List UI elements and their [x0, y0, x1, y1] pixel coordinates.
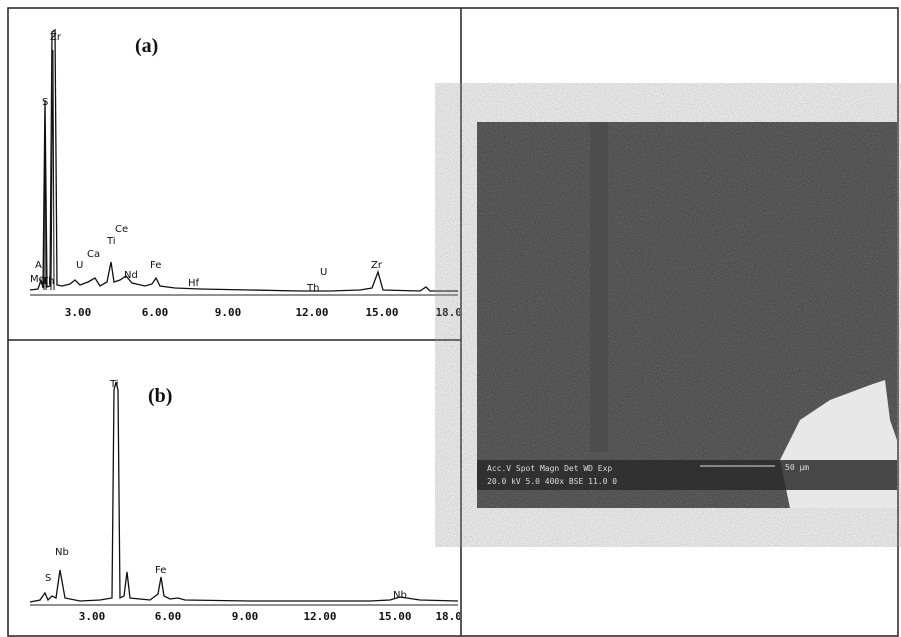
panel-a: (a) 3.00 6.00 9.00 12.00 15.00 18.00ZrSAlMgTh…	[29, 28, 468, 319]
scale-label: 50 μm	[785, 463, 809, 472]
x-tick-label: 9.00	[215, 306, 242, 319]
x-tick-label: 15.00	[378, 610, 411, 623]
sem-image: Acc.V Spot Magn Det WD Exp 20.0 kV 5.0 4…	[477, 122, 897, 508]
x-tick-label: 18.00	[435, 306, 468, 319]
x-tick-label: 3.00	[65, 306, 92, 319]
panel-b: (b) 3.00 6.00 9.00 12.00 15.00 18.00 Ti Nb S Fe Nb	[29, 379, 468, 623]
sem-streak	[590, 122, 608, 452]
sem-info-bar	[477, 460, 897, 490]
peak-label: S	[42, 97, 48, 108]
peak-label: Zr	[50, 32, 62, 43]
outer-border	[7, 7, 899, 637]
peak-label: Al	[35, 260, 45, 271]
peak-label: Ti	[109, 379, 119, 390]
peak-label: Nd	[124, 270, 138, 281]
spectrum	[29, 381, 459, 603]
x-tick-label: 12.00	[295, 306, 328, 319]
panel-title: (b)	[148, 385, 172, 407]
peak-label: S	[45, 573, 51, 584]
peak-label: Ti	[106, 236, 116, 247]
peak-label: U	[76, 260, 83, 271]
peak-label: Nb	[393, 590, 407, 601]
x-tick-label: 9.00	[232, 610, 259, 623]
peak-label: Nb	[55, 547, 69, 558]
peak-label: Ce	[115, 224, 128, 235]
x-tick-label: 15.00	[365, 306, 398, 319]
spectrum	[43, 49, 55, 291]
x-tick-label: 3.00	[79, 610, 106, 623]
peak-label: Th	[306, 283, 319, 294]
spectrum	[29, 28, 458, 292]
peak-label: Zr	[371, 260, 383, 271]
x-tick-label: 12.00	[303, 610, 336, 623]
peak-label: U	[320, 267, 327, 278]
peak-label: Fe	[155, 565, 166, 576]
peak-label: Fe	[150, 260, 161, 271]
peak-label: Ca	[87, 249, 100, 260]
sem-info: 20.0 kV 5.0 400x BSE 11.0 0	[487, 477, 617, 486]
x-tick-label: 6.00	[142, 306, 169, 319]
peak-label: Hf	[188, 278, 200, 289]
panel-title: (a)	[135, 35, 158, 57]
peak-label: Th	[41, 276, 54, 287]
peak-label: Mg	[30, 274, 45, 285]
x-tick-label: 18.00	[435, 610, 468, 623]
x-tick-label: 6.00	[155, 610, 182, 623]
sem-info: Acc.V Spot Magn Det WD Exp	[487, 464, 612, 473]
